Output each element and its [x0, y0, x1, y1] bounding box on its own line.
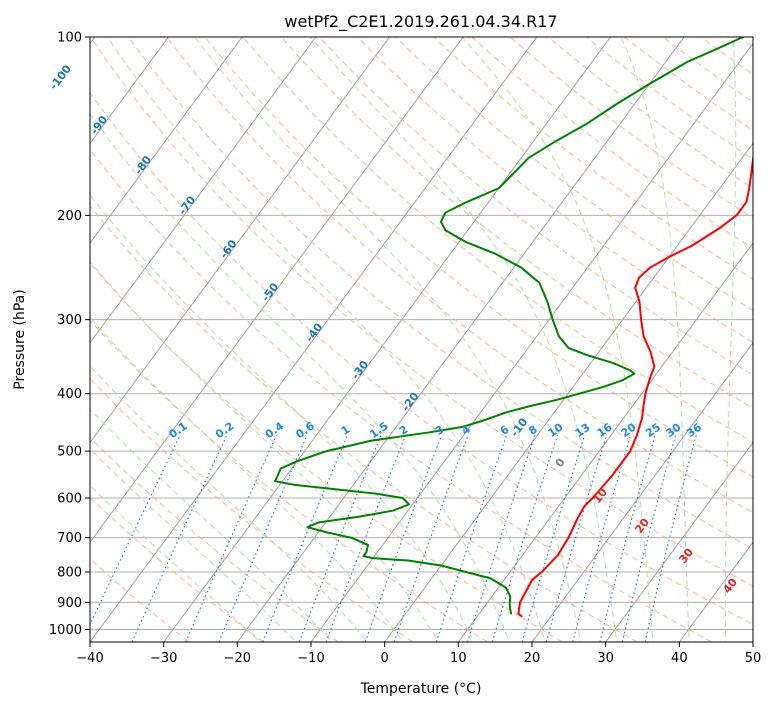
plot-frame	[89, 36, 754, 643]
x-tick-label: 30	[597, 651, 614, 666]
y-tick-label: 400	[57, 387, 82, 402]
mixing-ratio-line	[466, 435, 536, 642]
moist-adiabat	[309, 37, 618, 642]
dry-adiabat	[90, 205, 638, 642]
dry-adiabat	[90, 37, 753, 587]
dry-adiabat	[90, 377, 414, 642]
y-axis-title: Pressure (hPa)	[12, 289, 28, 389]
mixing-ratio-line	[572, 435, 632, 642]
x-tick-label: 20	[524, 651, 541, 666]
x-axis-title: Temperature (°C)	[360, 681, 482, 697]
dewpoint-line	[274, 37, 745, 615]
dry-adiabat	[394, 37, 753, 312]
dry-adiabat	[90, 92, 753, 626]
dry-adiabat	[204, 37, 753, 478]
moist-adiabat	[724, 37, 737, 642]
x-tick-label: −30	[150, 651, 177, 666]
mixing-ratio-line	[435, 434, 508, 642]
x-tick-label: 10	[450, 651, 467, 666]
moist-adiabat	[90, 260, 440, 642]
moist-adiabat	[90, 365, 369, 642]
mixing-ratio-line	[644, 435, 697, 642]
x-tick-label: 40	[671, 651, 688, 666]
y-tick-label: 500	[57, 445, 82, 460]
axis-ticks: −40 −30 −20 −10 0 10 20 30 40 50 100 200 300 400 500 60…	[49, 31, 761, 667]
dry-adiabat	[356, 37, 753, 344]
mixing-ratio-line	[131, 434, 228, 642]
moist-adiabat	[461, 37, 654, 642]
dry-adiabat	[90, 496, 264, 642]
x-tick-label: 50	[745, 651, 762, 666]
y-tick-label: 200	[57, 209, 82, 224]
moist-adiabat	[106, 37, 546, 642]
data-lines	[274, 37, 753, 618]
y-tick-label: 1000	[49, 623, 82, 638]
mixing-ratio-line	[262, 434, 349, 642]
dry-adiabat	[242, 37, 753, 443]
moist-adiabat	[90, 447, 298, 642]
moist-adiabat	[90, 408, 333, 642]
isotherm-line	[90, 37, 538, 642]
moist-adiabat	[90, 484, 262, 642]
mixing-ratio-line	[621, 435, 677, 642]
dry-adiabat	[90, 148, 712, 642]
moist-adiabat	[194, 37, 582, 642]
isotherm-line	[90, 37, 169, 144]
dry-adiabat	[127, 37, 753, 550]
isotherm-line	[163, 37, 611, 642]
x-tick-label: −40	[76, 651, 103, 666]
chart-title: wetPf2_C2E1.2019.261.04.34.R17	[284, 12, 557, 32]
y-tick-label: 800	[57, 566, 82, 581]
isotherm-line	[90, 37, 464, 544]
mixing-ratio-line	[185, 434, 278, 642]
isotherm-line	[90, 37, 317, 344]
x-tick-label: 0	[381, 651, 389, 666]
moist-adiabat	[90, 316, 404, 642]
isotherm-line	[90, 37, 243, 244]
isotherm-line	[236, 37, 685, 642]
dry-adiabat	[166, 37, 753, 514]
mixing-ratio-line	[599, 435, 656, 642]
dry-adiabat	[433, 37, 753, 280]
isotherm-line	[605, 441, 753, 642]
isotherm-line	[457, 242, 753, 642]
y-tick-label: 900	[57, 596, 82, 611]
isotherm-line	[531, 341, 753, 642]
y-tick-label: 300	[57, 313, 82, 328]
mixing-ratio-line	[491, 435, 559, 642]
mixing-ratio-line	[521, 435, 586, 642]
y-tick-label: 600	[57, 492, 82, 507]
dry-adiabat	[90, 319, 488, 642]
isotherm-line	[310, 42, 753, 642]
temperature-line	[517, 153, 753, 618]
isotherm-line	[384, 142, 753, 642]
y-tick-label: 100	[57, 31, 82, 46]
y-tick-label: 700	[57, 531, 82, 546]
x-tick-label: −10	[297, 651, 324, 666]
mixing-ratio-line	[90, 434, 181, 626]
x-tick-label: −20	[224, 651, 251, 666]
dry-adiabat	[90, 262, 563, 642]
moist-adiabat	[90, 112, 510, 642]
mixing-ratio-line	[545, 435, 608, 642]
isotherm-line	[90, 37, 390, 444]
moist-adiabat	[620, 37, 690, 642]
